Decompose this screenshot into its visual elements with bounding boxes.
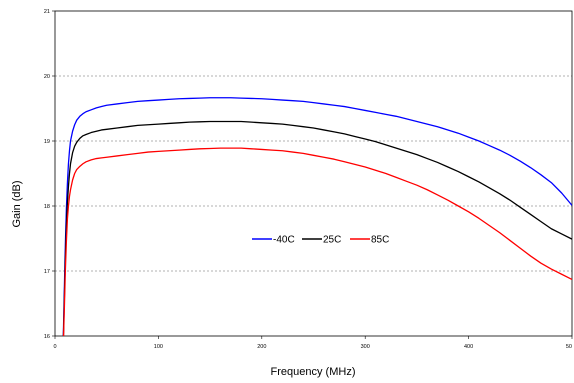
plot-area-frame [54,10,573,337]
legend-label--40C: -40C [273,235,295,246]
legend: -40C 25C 85C [252,235,389,246]
x-tick-label: 100 [154,344,163,350]
legend-label-25C: 25C [323,235,341,246]
y-axis-title: Gain (dB) [11,180,23,227]
axis-ticks: 16 17 18 19 20 21 0 100 200 300 400 50 [44,9,573,350]
y-tick-label: 19 [44,139,50,145]
series-line-85C [62,147,572,336]
grid-lines [55,75,572,272]
y-tick-label: 16 [44,334,50,340]
y-tick-label: 21 [44,9,50,15]
x-tick-label: 300 [361,344,370,350]
y-tick-label: 17 [44,269,50,275]
x-tick-label: 200 [257,344,266,350]
x-tick-label: 0 [53,344,56,350]
x-axis-title: Frequency (MHz) [271,366,356,378]
series-line--40C [62,97,572,336]
x-tick-label: 50 [566,344,572,350]
series-lines [62,97,572,336]
y-tick-label: 20 [44,74,50,80]
y-tick-label: 18 [44,204,50,210]
x-tick-label: 400 [464,344,473,350]
legend-label-85C: 85C [371,235,389,246]
series-line-25C [62,120,572,336]
